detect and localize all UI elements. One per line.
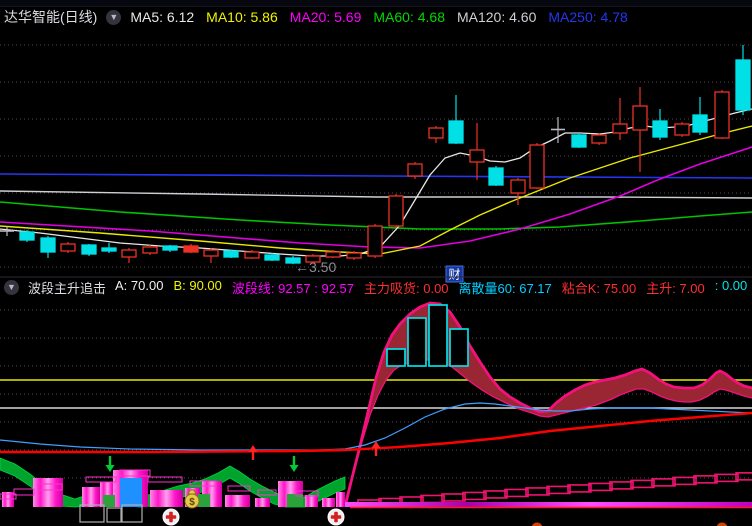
pink-step bbox=[13, 488, 35, 496]
chevron-down-icon[interactable]: ▼ bbox=[4, 279, 19, 295]
green-signal-square bbox=[198, 494, 210, 507]
volume-bar bbox=[386, 348, 406, 367]
magenta-bar bbox=[322, 498, 335, 507]
candles-layer bbox=[0, 45, 751, 264]
indicator-field-6: 主升: 7.00 bbox=[646, 280, 705, 296]
pink-step bbox=[189, 480, 217, 487]
svg-text:$: $ bbox=[189, 497, 195, 508]
volume-bar bbox=[428, 304, 448, 367]
indicator-field-1: B: 90.00 bbox=[173, 277, 222, 293]
pink-step bbox=[257, 489, 277, 496]
pink-step bbox=[37, 483, 63, 491]
indicator-field-3: 主力吸货: 0.00 bbox=[364, 280, 449, 296]
event-badge-text: 财 bbox=[448, 268, 460, 282]
stair-step bbox=[714, 473, 739, 483]
ma-label-4: MA120: 4.60 bbox=[456, 9, 537, 25]
stair-step bbox=[420, 494, 445, 504]
stair-step bbox=[672, 476, 697, 486]
ma-values: MA5: 6.12 MA10: 5.86 MA20: 5.69 MA60: 4.68 M… bbox=[130, 9, 627, 25]
magenta-bar bbox=[150, 490, 183, 507]
indicator-header: ▼ 波段主升追击 A: 70.00 B: 90.00 波段线: 92.57 : 92… bbox=[4, 278, 752, 296]
stair-step bbox=[462, 491, 487, 501]
ma-label-2: MA20: 5.69 bbox=[289, 9, 362, 25]
green-signal-square bbox=[287, 494, 303, 507]
stair-step bbox=[441, 493, 466, 502]
gray-box bbox=[79, 504, 105, 523]
pink-step bbox=[147, 476, 183, 483]
indicator-name: 波段主升追击 bbox=[28, 280, 107, 296]
blue-signal-block bbox=[120, 478, 142, 507]
title-bar: 达华智能(日线) ▼ MA5: 6.12 MA10: 5.86 MA20: 5.69… bbox=[4, 6, 628, 28]
stair-step bbox=[483, 490, 508, 499]
indicator-field-5: 粘合K: 75.00 bbox=[561, 280, 637, 296]
ma-label-1: MA10: 5.86 bbox=[206, 9, 278, 25]
stair-step bbox=[504, 488, 529, 498]
symbol-title: 达华智能(日线) bbox=[4, 9, 98, 25]
gray-box bbox=[121, 504, 143, 523]
pink-step bbox=[227, 485, 251, 492]
indicator-field-0: A: 70.00 bbox=[115, 277, 164, 293]
stair-step bbox=[525, 487, 550, 496]
stair-step bbox=[651, 478, 676, 487]
pink-step bbox=[85, 476, 117, 483]
signal-ribbon: $ bbox=[0, 457, 752, 526]
indicator-field-2: 波段线: 92.57 : 92.57 bbox=[231, 280, 355, 296]
money-bag-icon: $ bbox=[184, 489, 200, 509]
ma-label-0: MA5: 6.12 bbox=[130, 9, 195, 25]
pink-step bbox=[119, 469, 151, 477]
low-price-label: ←3.50 bbox=[295, 259, 336, 275]
magenta-bar bbox=[305, 495, 318, 507]
green-signal-square bbox=[103, 495, 115, 507]
indicator-field-4: 离散量60: 67.17 bbox=[458, 280, 552, 296]
indicator-layer bbox=[0, 301, 752, 507]
pink-step bbox=[0, 493, 17, 500]
stair-step bbox=[588, 482, 613, 492]
gray-box bbox=[106, 507, 122, 523]
red-cross-icon bbox=[162, 508, 180, 526]
stair-step bbox=[609, 481, 634, 490]
ma-label-3: MA60: 4.68 bbox=[373, 9, 445, 25]
chevron-down-icon[interactable]: ▼ bbox=[106, 9, 122, 25]
stair-step bbox=[546, 485, 571, 495]
ma-label-5: MA250: 4.78 bbox=[548, 9, 628, 25]
stair-step bbox=[735, 472, 752, 481]
top-clipped-row bbox=[0, 0, 752, 7]
indicator-values: A: 70.00 B: 90.00 波段线: 92.57 : 92.57 主力吸货: … bbox=[115, 278, 752, 297]
clipped-marker-icon bbox=[531, 522, 543, 526]
volume-bar bbox=[407, 317, 427, 367]
stair-step bbox=[567, 484, 592, 493]
magenta-bar bbox=[225, 495, 250, 507]
indicator-red-line bbox=[0, 411, 752, 454]
red-cross-icon bbox=[327, 508, 345, 526]
magenta-bar bbox=[336, 492, 345, 507]
trend-band bbox=[345, 303, 752, 506]
gradient-strip bbox=[345, 502, 752, 507]
stair-step bbox=[693, 475, 718, 484]
volume-bar bbox=[449, 328, 469, 367]
clipped-marker-icon bbox=[716, 522, 728, 526]
indicator-field-7: : 0.00 bbox=[714, 277, 748, 293]
main-chart-layer: ←3.50 财 bbox=[0, 44, 752, 283]
stair-step bbox=[630, 479, 655, 489]
magenta-bar bbox=[33, 478, 63, 507]
event-badge[interactable] bbox=[445, 265, 464, 283]
magenta-bar bbox=[82, 487, 100, 507]
magenta-bar bbox=[255, 498, 270, 507]
pink-step bbox=[295, 490, 319, 497]
